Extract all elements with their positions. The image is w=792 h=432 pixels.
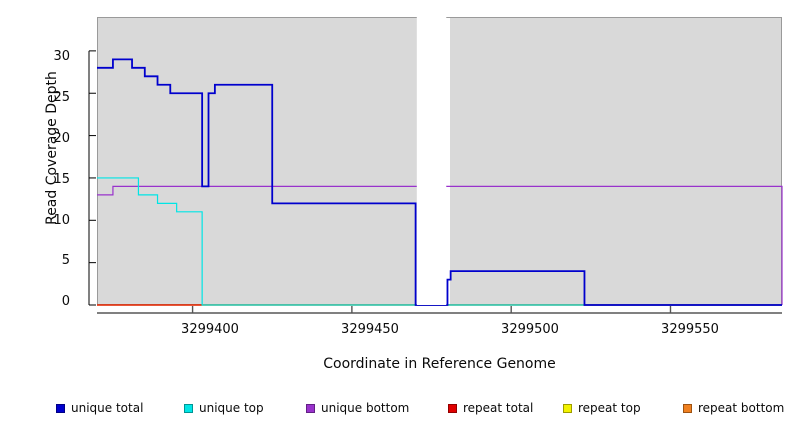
- legend-label: repeat top: [578, 401, 641, 415]
- legend-label: unique total: [71, 401, 144, 415]
- legend-item-unique-total: unique total: [56, 398, 143, 418]
- legend-label: unique bottom: [321, 401, 410, 415]
- legend-swatch-icon: [683, 403, 692, 413]
- legend-label: unique top: [199, 401, 264, 415]
- legend-item-repeat-top: repeat top: [563, 398, 641, 418]
- legend-item-unique-top: unique top: [184, 398, 264, 418]
- legend-label: repeat total: [463, 401, 534, 415]
- y-tick-label-0: 0: [61, 294, 70, 309]
- legend-item-repeat-bottom: repeat bottom: [683, 398, 784, 418]
- legend-swatch-icon: [448, 403, 457, 413]
- x-tick-label-3299550: 3299550: [661, 322, 719, 337]
- y-tick-label-5: 5: [61, 253, 70, 268]
- legend-swatch-icon: [184, 403, 193, 413]
- y-tick-label-10: 10: [53, 213, 70, 228]
- legend-swatch-icon: [56, 403, 65, 413]
- series-line-unique-total: [97, 58, 782, 306]
- legend-swatch-icon: [563, 403, 572, 413]
- y-tick-label-15: 15: [53, 172, 70, 187]
- legend-item-repeat-total: repeat total: [448, 398, 533, 418]
- series-line-unique-bottom: [97, 185, 783, 305]
- x-tick-label-3299500: 3299500: [501, 322, 559, 337]
- x-axis-title: Coordinate in Reference Genome: [323, 356, 556, 372]
- legend-label: repeat bottom: [698, 401, 785, 415]
- y-tick-label-30: 30: [53, 49, 70, 64]
- x-tick-label-3299400: 3299400: [181, 322, 239, 337]
- y-tick-label-20: 20: [53, 131, 70, 146]
- chart-legend: unique total unique top unique bottom re…: [0, 398, 792, 422]
- x-tick-label-3299450: 3299450: [341, 322, 399, 337]
- y-tick-label-25: 25: [53, 90, 70, 105]
- legend-swatch-icon: [306, 403, 315, 413]
- series-line-unique-top: [97, 177, 782, 306]
- legend-item-unique-bottom: unique bottom: [306, 398, 409, 418]
